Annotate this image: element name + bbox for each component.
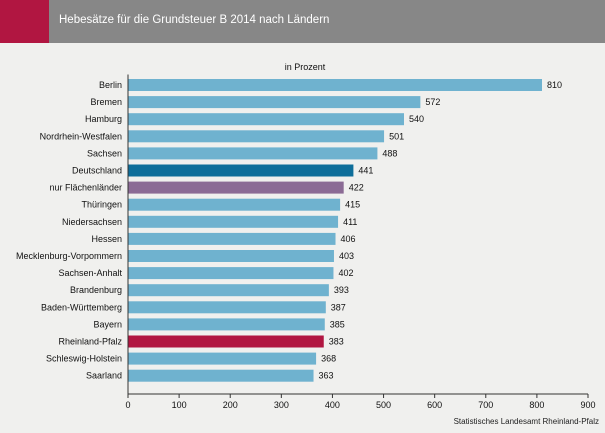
x-tick-label-2: 200 <box>223 400 238 410</box>
value-label-13: 387 <box>331 302 346 312</box>
x-tick-label-5: 500 <box>376 400 391 410</box>
category-label-12: Brandenburg <box>70 285 122 295</box>
value-label-7: 415 <box>345 200 360 210</box>
x-tick-label-1: 100 <box>172 400 187 410</box>
category-label-4: Sachsen <box>87 148 122 158</box>
chart-title: Hebesätze für die Grundsteuer B 2014 nac… <box>59 14 330 26</box>
header-accent-block <box>0 0 49 43</box>
value-label-17: 363 <box>319 371 334 381</box>
category-label-15: Rheinland-Pfalz <box>58 337 122 347</box>
category-label-0: Berlin <box>99 80 122 90</box>
bar-0 <box>128 79 542 91</box>
value-label-8: 411 <box>343 217 357 227</box>
value-label-14: 385 <box>330 319 345 329</box>
category-label-13: Baden-Württemberg <box>41 302 122 312</box>
x-tick-label-4: 400 <box>325 400 340 410</box>
bar-9 <box>128 232 336 245</box>
bar-13 <box>128 301 326 314</box>
category-label-6: nur Flächenländer <box>49 183 122 193</box>
bar-7 <box>128 198 341 211</box>
category-label-16: Schleswig-Holstein <box>46 354 122 364</box>
x-tick-label-8: 800 <box>529 400 544 410</box>
value-label-4: 488 <box>382 148 397 158</box>
category-label-10: Mecklenburg-Vorpommern <box>16 251 122 261</box>
bar-14 <box>128 318 325 331</box>
category-label-3: Nordrhein-Westfalen <box>40 131 122 141</box>
value-label-0: 810 <box>547 80 562 90</box>
x-tick-label-9: 900 <box>580 400 595 410</box>
value-label-15: 383 <box>329 337 344 347</box>
x-tick-label-3: 300 <box>274 400 289 410</box>
value-label-11: 402 <box>338 268 353 278</box>
bar-15 <box>128 335 324 348</box>
category-label-1: Bremen <box>90 97 122 107</box>
category-label-17: Saarland <box>86 371 122 381</box>
value-label-6: 422 <box>349 183 364 193</box>
category-label-8: Niedersachsen <box>62 217 122 227</box>
x-tick-label-7: 700 <box>478 400 493 410</box>
category-label-2: Hamburg <box>85 114 122 124</box>
chart-header: Hebesätze für die Grundsteuer B 2014 nac… <box>0 0 605 43</box>
bar-1 <box>128 96 421 109</box>
source-note: Statistisches Landesamt Rheinland-Pfalz <box>453 417 599 426</box>
x-tick-label-0: 0 <box>125 400 130 410</box>
bar-4 <box>128 147 378 160</box>
x-tick-label-6: 600 <box>427 400 442 410</box>
bar-16 <box>128 352 317 365</box>
bar-chart: in Prozent Berlin 810 Bremen 572 Hamburg 540 No… <box>16 62 596 410</box>
value-label-2: 540 <box>409 114 424 124</box>
bar-2 <box>128 113 404 126</box>
bar-8 <box>128 215 339 228</box>
category-label-7: Thüringen <box>81 200 122 210</box>
bar-3 <box>128 130 385 143</box>
bar-11 <box>128 267 334 280</box>
value-label-3: 501 <box>389 131 404 141</box>
bar-6 <box>128 181 344 194</box>
bar-12 <box>128 284 329 297</box>
value-label-9: 406 <box>341 234 356 244</box>
category-label-14: Bayern <box>93 319 122 329</box>
category-label-9: Hessen <box>91 234 122 244</box>
category-label-11: Sachsen-Anhalt <box>58 268 122 278</box>
value-label-12: 393 <box>334 285 349 295</box>
category-label-5: Deutschland <box>72 166 122 176</box>
value-label-10: 403 <box>339 251 354 261</box>
bar-5 <box>128 164 354 177</box>
bar-10 <box>128 250 334 262</box>
value-label-16: 368 <box>321 354 336 364</box>
value-label-5: 441 <box>358 166 373 176</box>
chart-subtitle: in Prozent <box>285 62 326 72</box>
value-label-1: 572 <box>425 97 440 107</box>
bar-17 <box>128 369 314 382</box>
